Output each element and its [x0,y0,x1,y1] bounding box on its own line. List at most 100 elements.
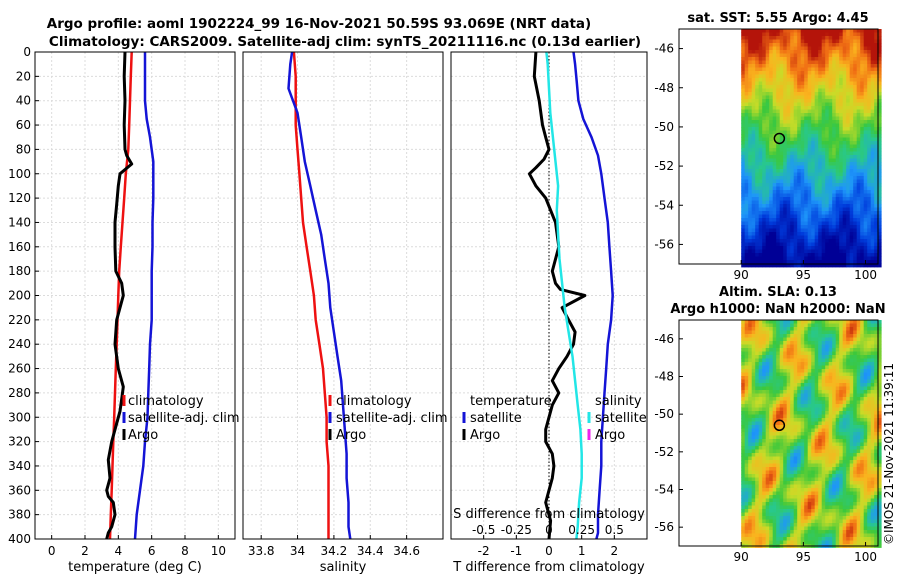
map-cell [748,484,753,489]
map-cell [825,435,830,440]
map-cell [870,432,875,436]
map-cell [797,232,802,236]
map-cell [825,432,830,436]
map-cell [846,218,851,222]
map-cell [769,228,774,233]
map-cell [818,109,823,114]
map-cell [863,379,868,384]
map-cell [860,463,865,468]
map-cell [741,365,746,370]
map-cell [832,165,837,170]
map-cell [748,43,753,47]
map-cell [818,358,823,363]
map-cell [797,228,802,233]
map-cell [741,330,746,335]
map-cell [783,179,788,184]
map-cell [804,358,809,363]
map-cell [853,148,858,152]
map-cell [755,130,760,135]
map-cell [860,337,865,342]
map-cell [800,39,805,44]
map-cell [877,393,882,398]
map-cell [783,341,788,345]
map-cell [877,134,882,138]
map-cell [874,407,879,412]
map-cell [779,397,784,401]
map-cell [870,225,875,229]
map-cell [835,428,840,433]
map-cell [842,379,847,384]
map-cell [874,418,879,422]
map-cell [793,134,798,138]
map-cell [800,151,805,156]
map-cell [818,239,823,243]
map-cell [741,460,746,464]
map-cell [790,95,795,100]
map-cell [772,390,777,394]
map-cell [755,355,760,359]
map-cell [807,113,812,117]
map-cell [849,109,854,114]
map-cell [877,411,882,415]
map-cell [765,397,770,401]
salinity-x-ticks: 33.8 34 34.2 34.4 34.6 [248,535,420,558]
map-cell [800,57,805,61]
map-cell [804,327,809,331]
map-cell [793,85,798,89]
map-cell [741,481,746,485]
map-cell [786,162,791,166]
map-cell [776,383,781,387]
map-cell [755,474,760,478]
map-cell [744,397,749,401]
map-cell [849,481,854,485]
map-cell [776,32,781,37]
map-cell [751,379,756,384]
map-cell [744,491,749,496]
map-cell [828,449,833,454]
map-cell [870,390,875,394]
map-cell [825,162,830,166]
map-cell [828,260,833,264]
map-cell [779,327,784,331]
map-cell [825,109,830,114]
map-cell [748,165,753,170]
map-cell [863,225,868,229]
map-cell [744,330,749,335]
map-cell [772,411,777,415]
map-cell [741,218,746,222]
map-cell [811,74,816,79]
map-cell [786,176,791,180]
map-cell [800,386,805,391]
map-cell [811,407,816,412]
map-cell [804,172,809,177]
map-cell [835,379,840,384]
map-cell [842,113,847,117]
map-cell [765,46,770,51]
map-cell [849,137,854,142]
map-cell [863,446,868,450]
map-cell [765,390,770,394]
map-cell [874,435,879,440]
map-cell [800,456,805,461]
y-tick-label: 20 [16,69,31,83]
map-cell [762,109,767,114]
map-cell [874,362,879,366]
map-cell [863,190,868,194]
map-cell [790,85,795,89]
map-cell [744,165,749,170]
map-cell [821,204,826,208]
map-cell [790,92,795,96]
map-cell [793,144,798,149]
map-cell [751,200,756,205]
map-cell [853,376,858,380]
map-cell [758,376,763,380]
map-cell [790,491,795,496]
map-cell [842,263,847,268]
map-cell [769,348,774,352]
map-cell [832,456,837,461]
map-cell [779,46,784,51]
map-cell [744,253,749,257]
map-cell [751,32,756,37]
legend-label-argo: Argo [336,428,366,443]
map-cell [846,379,851,384]
